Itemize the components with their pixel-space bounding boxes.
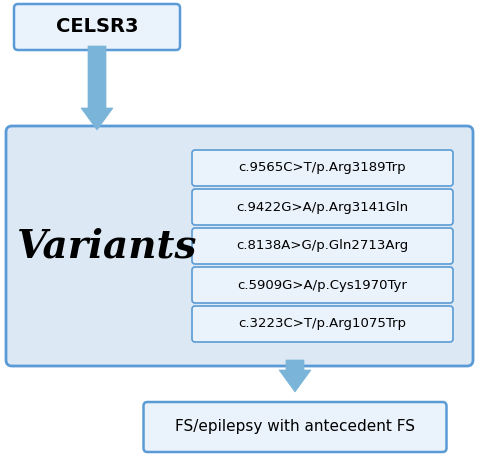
Polygon shape [279, 360, 311, 392]
Text: c.5909G>A/p.Cys1970Tyr: c.5909G>A/p.Cys1970Tyr [238, 279, 408, 291]
Text: Variants: Variants [17, 227, 197, 265]
Text: c.8138A>G/p.Gln2713Arg: c.8138A>G/p.Gln2713Arg [236, 240, 408, 252]
FancyBboxPatch shape [6, 126, 473, 366]
Text: FS/epilepsy with antecedent FS: FS/epilepsy with antecedent FS [175, 420, 415, 434]
FancyBboxPatch shape [192, 306, 453, 342]
Text: c.9565C>T/p.Arg3189Trp: c.9565C>T/p.Arg3189Trp [239, 162, 406, 174]
FancyBboxPatch shape [192, 150, 453, 186]
FancyBboxPatch shape [144, 402, 446, 452]
FancyBboxPatch shape [14, 4, 180, 50]
Polygon shape [81, 46, 113, 130]
Text: CELSR3: CELSR3 [56, 17, 138, 37]
Text: c.9422G>A/p.Arg3141Gln: c.9422G>A/p.Arg3141Gln [237, 201, 408, 213]
FancyBboxPatch shape [192, 267, 453, 303]
Text: c.3223C>T/p.Arg1075Trp: c.3223C>T/p.Arg1075Trp [239, 318, 407, 330]
FancyBboxPatch shape [192, 189, 453, 225]
FancyBboxPatch shape [192, 228, 453, 264]
